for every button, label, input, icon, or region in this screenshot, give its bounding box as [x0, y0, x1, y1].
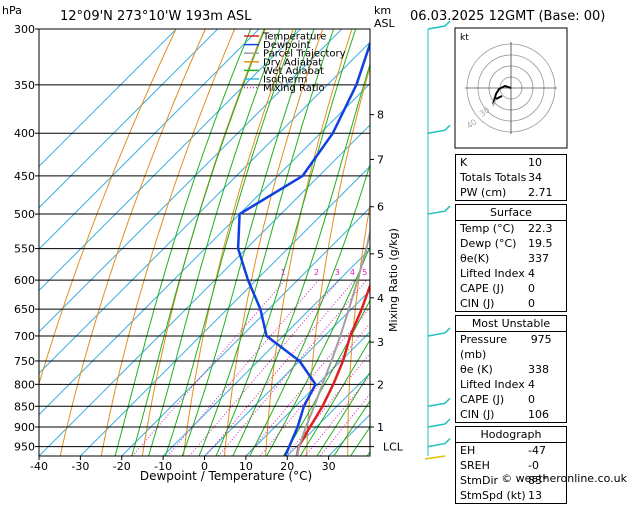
hodograph-unit-label: kt	[460, 33, 469, 43]
asl-unit-label: ASL	[374, 17, 396, 30]
pressure-tick-label: 700	[14, 330, 35, 343]
hodograph-row: StmSpd (kt)13	[456, 488, 566, 503]
temperature-tick-label: 30	[322, 460, 336, 473]
temperature-tick-label: -20	[113, 460, 131, 473]
height-tick-label: 5	[377, 248, 384, 261]
wet-adiabat-line	[195, 29, 333, 465]
height-tick-label: 1	[377, 421, 384, 434]
pressure-tick-label: 300	[14, 23, 35, 36]
mixing-ratio-axis-title: Mixing Ratio (g/kg)	[387, 228, 400, 332]
dry-adiabat-line	[60, 29, 205, 456]
wet-adiabat-line	[129, 29, 265, 465]
wind-barb	[428, 125, 450, 133]
pressure-tick-label: 550	[14, 243, 35, 256]
mixing-ratio-label: 10	[399, 268, 409, 277]
surface-title: Surface	[456, 205, 566, 221]
pressure-tick-label: 500	[14, 208, 35, 221]
wind-barb	[428, 206, 450, 214]
hodograph-row: SREH-0	[456, 458, 566, 473]
wind-barb	[428, 328, 450, 336]
pressure-tick-label: 650	[14, 303, 35, 316]
mixing-ratio-label: 1	[280, 268, 285, 277]
legend-label: Mixing Ratio	[263, 83, 325, 94]
height-tick-label: 4	[377, 292, 384, 305]
wet-adiabat-line	[146, 29, 280, 465]
pressure-axis: 300 350 400 450 500 550 600 650 700 750 800 850 900 9…	[14, 23, 39, 454]
height-tick-label: 2	[377, 378, 384, 391]
wind-barb	[428, 439, 450, 447]
mixing-ratio-line	[298, 280, 449, 465]
height-tick-label: 7	[377, 153, 384, 166]
pressure-tick-label: 800	[14, 378, 35, 391]
surface-table: Surface Temp (°C)22.3 Dewp (°C)19.5 θe(K…	[455, 204, 567, 312]
mixing-ratio-label: 15	[423, 268, 433, 277]
lcl-label: LCL	[383, 441, 404, 454]
pressure-tick-label: 600	[14, 274, 35, 287]
mixing-ratio-label: 4	[350, 268, 355, 277]
isotherm-line	[0, 29, 383, 456]
surface-wind-barb	[425, 456, 445, 459]
hpa-unit-label: hPa	[2, 4, 22, 17]
height-tick-label: 3	[377, 336, 384, 349]
most-unstable-title: Most Unstable	[456, 316, 566, 332]
most-unstable-row: CIN (J)106	[456, 407, 566, 422]
surface-row: CIN (J)0	[456, 296, 566, 311]
index-row-pw: PW (cm)2.71	[456, 185, 566, 200]
isotherm-line	[39, 29, 466, 456]
dry-adiabat-line	[606, 29, 629, 456]
pressure-tick-label: 750	[14, 355, 35, 368]
most-unstable-row: Pressure (mb)975	[456, 332, 566, 362]
mixing-ratio-label: 2	[314, 268, 319, 277]
hodograph: kt 40 30	[455, 28, 567, 148]
dry-adiabat-line	[19, 29, 176, 456]
most-unstable-row: CAPE (J)0	[456, 392, 566, 407]
surface-row: Dewp (°C)19.5	[456, 236, 566, 251]
most-unstable-table: Most Unstable Pressure (mb)975 θe (K)338…	[455, 315, 567, 423]
location-title: 12°09'N 273°10'W 193m ASL	[60, 9, 252, 24]
most-unstable-row: θe (K)338	[456, 362, 566, 377]
pressure-tick-label: 900	[14, 421, 35, 434]
wet-adiabat-line	[113, 29, 251, 465]
pressure-tick-label: 950	[14, 441, 35, 454]
wet-adiabat-line	[228, 29, 381, 465]
height-tick-label: 6	[377, 201, 384, 214]
hodograph-table-title: Hodograph	[456, 427, 566, 443]
surface-row: θe(K)337	[456, 251, 566, 266]
height-tick-label: 8	[377, 109, 384, 122]
dry-adiabat-line	[142, 29, 264, 456]
dry-adiabat-line	[572, 29, 594, 456]
pressure-tick-label: 850	[14, 400, 35, 413]
wind-barb	[428, 419, 450, 427]
surface-row: CAPE (J)0	[456, 281, 566, 296]
temperature-tick-label: -40	[30, 460, 48, 473]
hodograph-row: EH-47	[456, 443, 566, 458]
run-datetime: 06.03.2025 12GMT (Base: 00)	[410, 9, 605, 24]
mixing-ratio-label: 20	[441, 268, 451, 277]
x-axis-title: Dewpoint / Temperature (°C)	[140, 469, 312, 483]
mixing-ratio-label: 5	[362, 268, 367, 277]
pressure-tick-label: 400	[14, 127, 35, 140]
pressure-tick-label: 450	[14, 170, 35, 183]
pressure-tick-label: 350	[14, 79, 35, 92]
km-unit-label: km	[374, 4, 391, 17]
temperature-tick-label: -30	[71, 460, 89, 473]
surface-row: Temp (°C)22.3	[456, 221, 566, 236]
mixing-ratio-label: 3	[335, 268, 340, 277]
wind-barbs	[425, 21, 450, 459]
wind-barb	[428, 398, 450, 406]
